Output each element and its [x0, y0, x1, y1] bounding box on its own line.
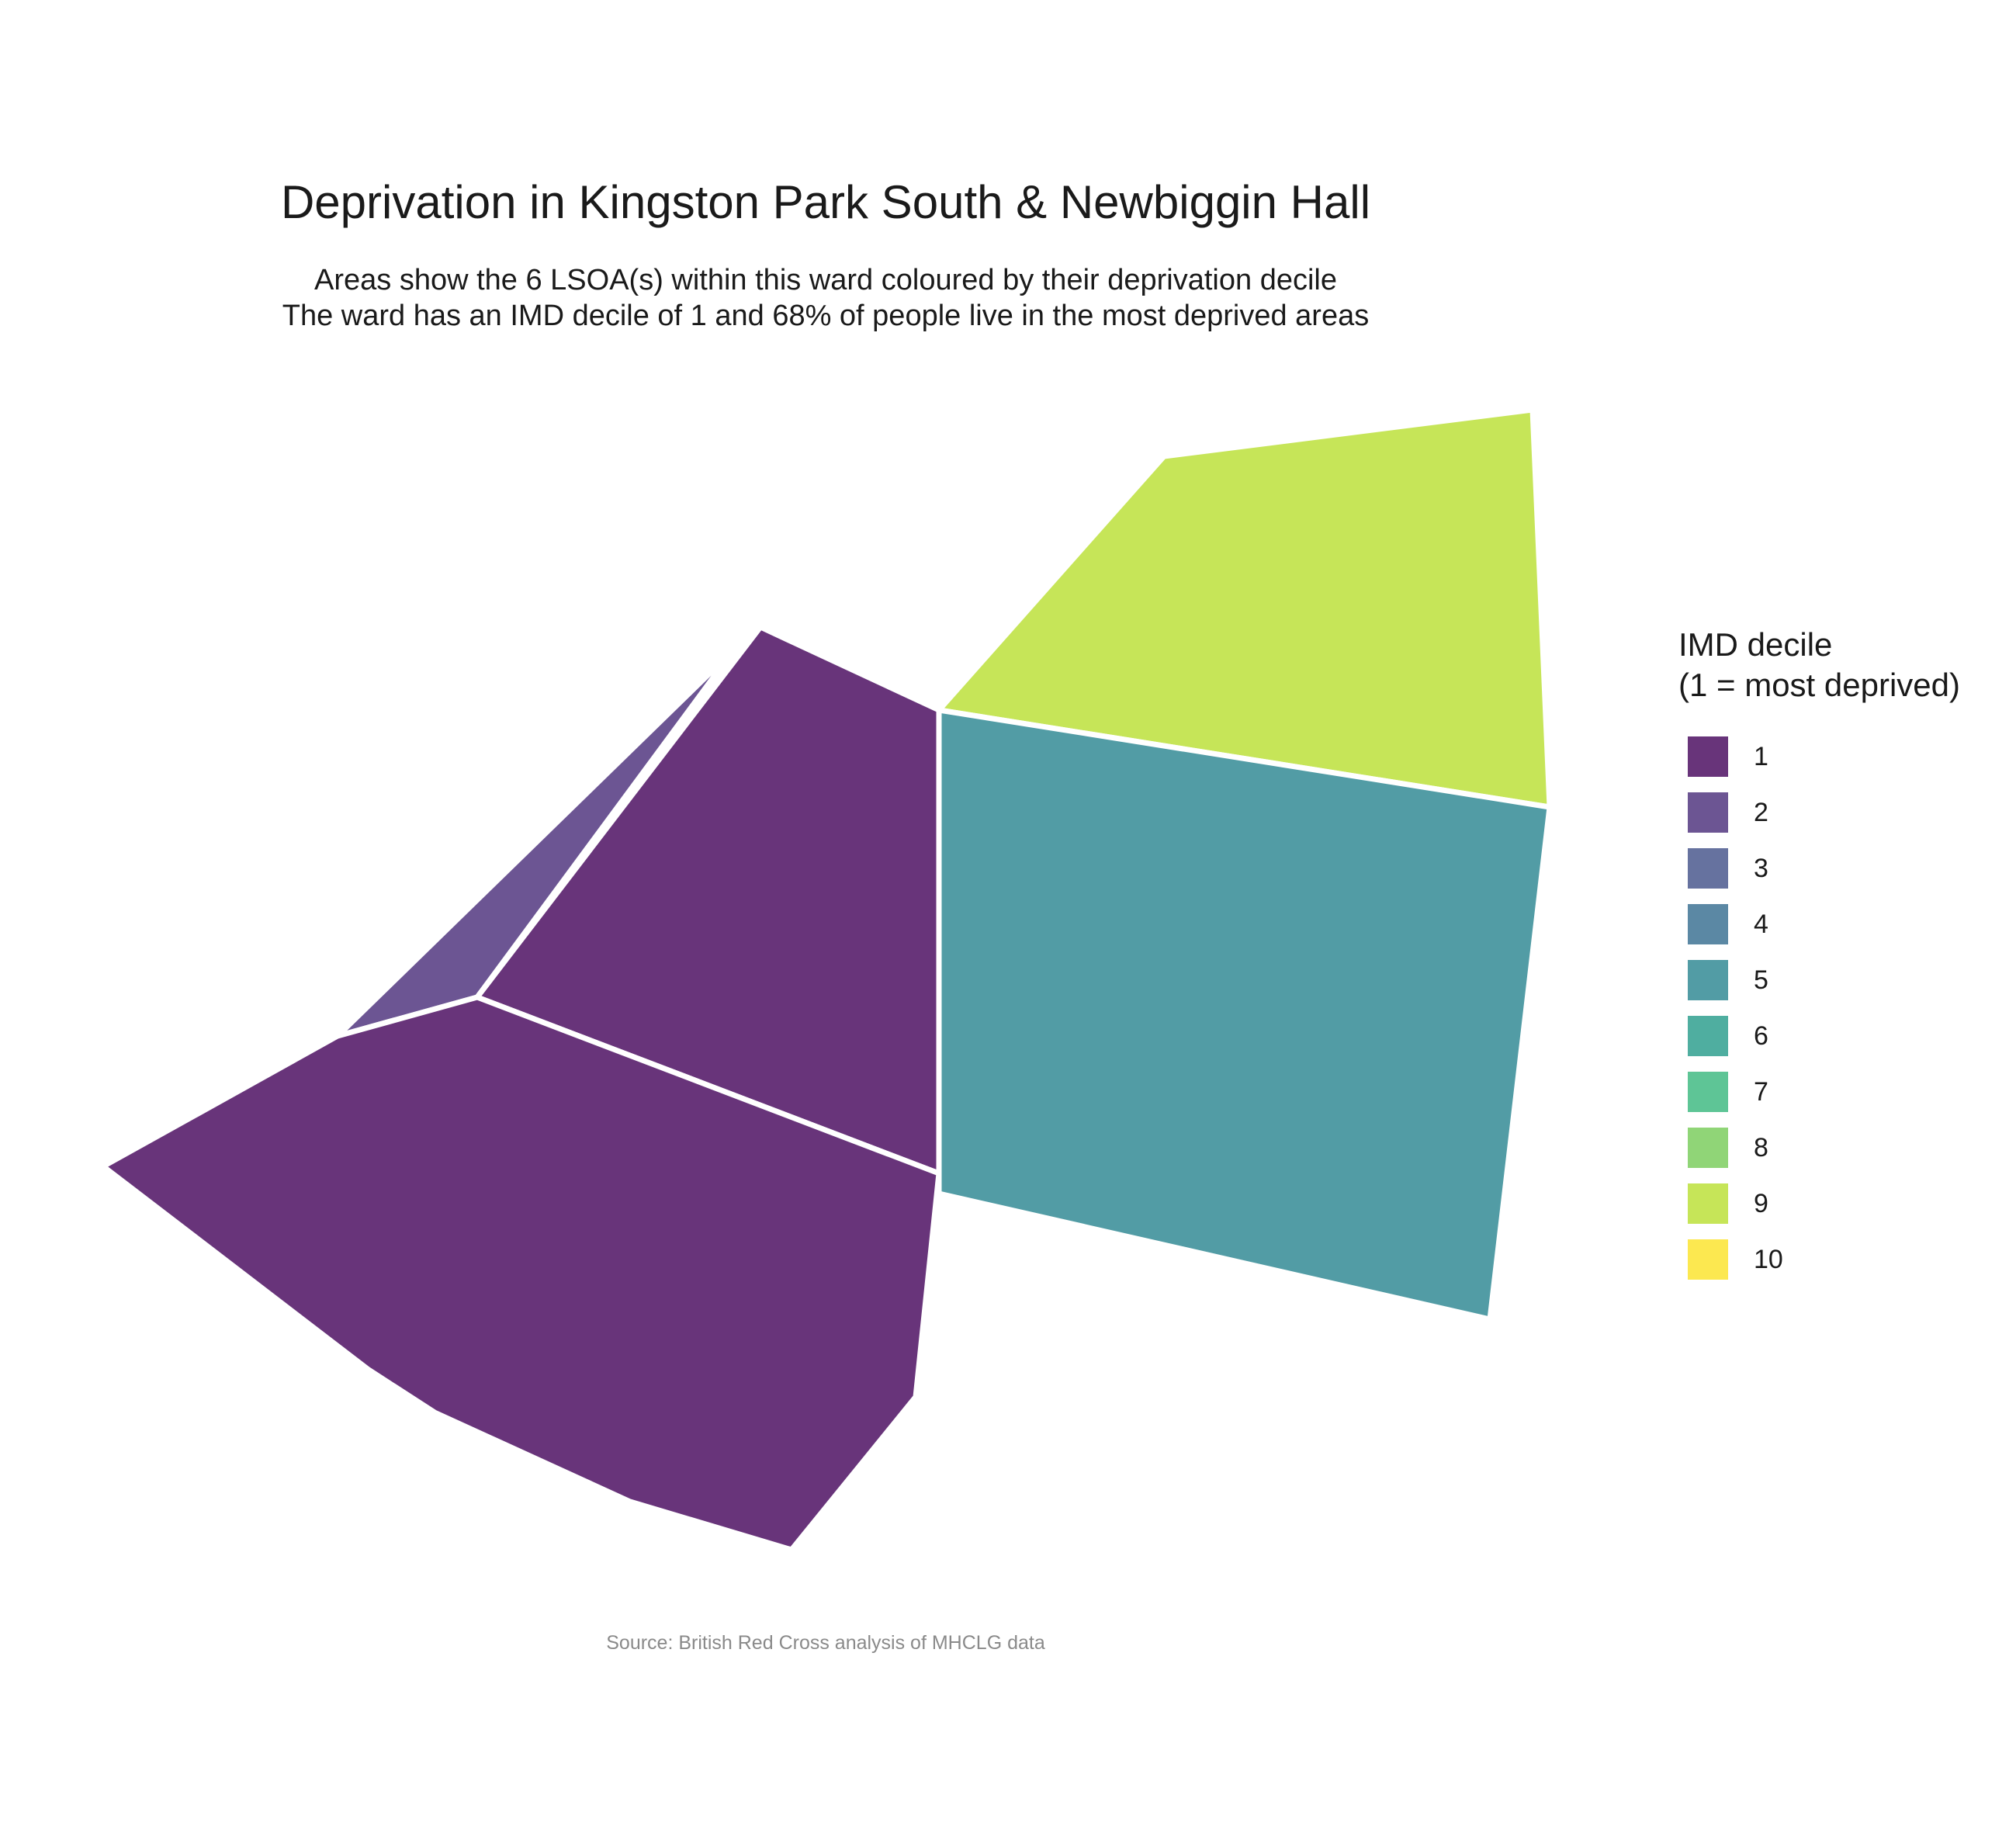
legend-label: 2 [1754, 797, 1768, 827]
legend-swatch [1688, 1016, 1728, 1056]
legend-item: 3 [1678, 840, 1960, 896]
chart-title: Deprivation in Kingston Park South & New… [280, 176, 1371, 228]
legend-title-line-1: IMD decile [1678, 626, 1833, 663]
legend-swatch [1688, 960, 1728, 1000]
legend-swatch [1688, 848, 1728, 889]
legend-swatch [1688, 1072, 1728, 1112]
legend-label: 5 [1754, 965, 1768, 995]
legend-swatch [1688, 904, 1728, 944]
legend-swatch [1688, 1128, 1728, 1168]
legend-item: 10 [1678, 1232, 1960, 1287]
legend-items: 1 2 3 4 5 6 7 8 9 10 [1678, 729, 1960, 1287]
legend-label: 8 [1754, 1132, 1768, 1163]
legend-label: 3 [1754, 853, 1768, 883]
legend-swatch [1688, 736, 1728, 777]
legend-swatch [1688, 1183, 1728, 1224]
legend-label: 6 [1754, 1020, 1768, 1051]
legend: IMD decile (1 = most deprived) 1 2 3 4 5… [1678, 625, 1960, 1287]
lsoa-area-southwest [100, 994, 942, 1553]
legend-swatch [1688, 1239, 1728, 1280]
legend-item: 1 [1678, 729, 1960, 785]
chart-subtitle-line-2: The ward has an IMD decile of 1 and 68% … [282, 300, 1370, 332]
legend-label: 9 [1754, 1188, 1768, 1218]
legend-label: 1 [1754, 741, 1768, 771]
legend-item: 2 [1678, 785, 1960, 840]
legend-item: 8 [1678, 1120, 1960, 1176]
chart-subtitle-line-1: Areas show the 6 LSOA(s) within this war… [314, 264, 1337, 296]
source-caption: Source: British Red Cross analysis of MH… [606, 1632, 1045, 1654]
lsoa-area-east [936, 707, 1553, 1322]
legend-label: 10 [1754, 1244, 1783, 1274]
legend-item: 7 [1678, 1064, 1960, 1120]
legend-item: 6 [1678, 1008, 1960, 1064]
legend-item: 5 [1678, 952, 1960, 1008]
legend-title-line-2: (1 = most deprived) [1678, 667, 1960, 703]
legend-item: 9 [1678, 1176, 1960, 1232]
legend-swatch [1688, 792, 1728, 833]
legend-label: 7 [1754, 1076, 1768, 1107]
legend-item: 4 [1678, 896, 1960, 952]
legend-label: 4 [1754, 909, 1768, 939]
